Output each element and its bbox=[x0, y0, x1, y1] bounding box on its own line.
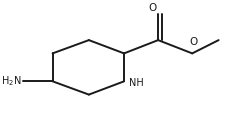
Text: NH: NH bbox=[129, 78, 144, 88]
Text: O: O bbox=[149, 3, 157, 13]
Text: H$_2$N: H$_2$N bbox=[1, 74, 22, 88]
Text: O: O bbox=[189, 37, 197, 47]
